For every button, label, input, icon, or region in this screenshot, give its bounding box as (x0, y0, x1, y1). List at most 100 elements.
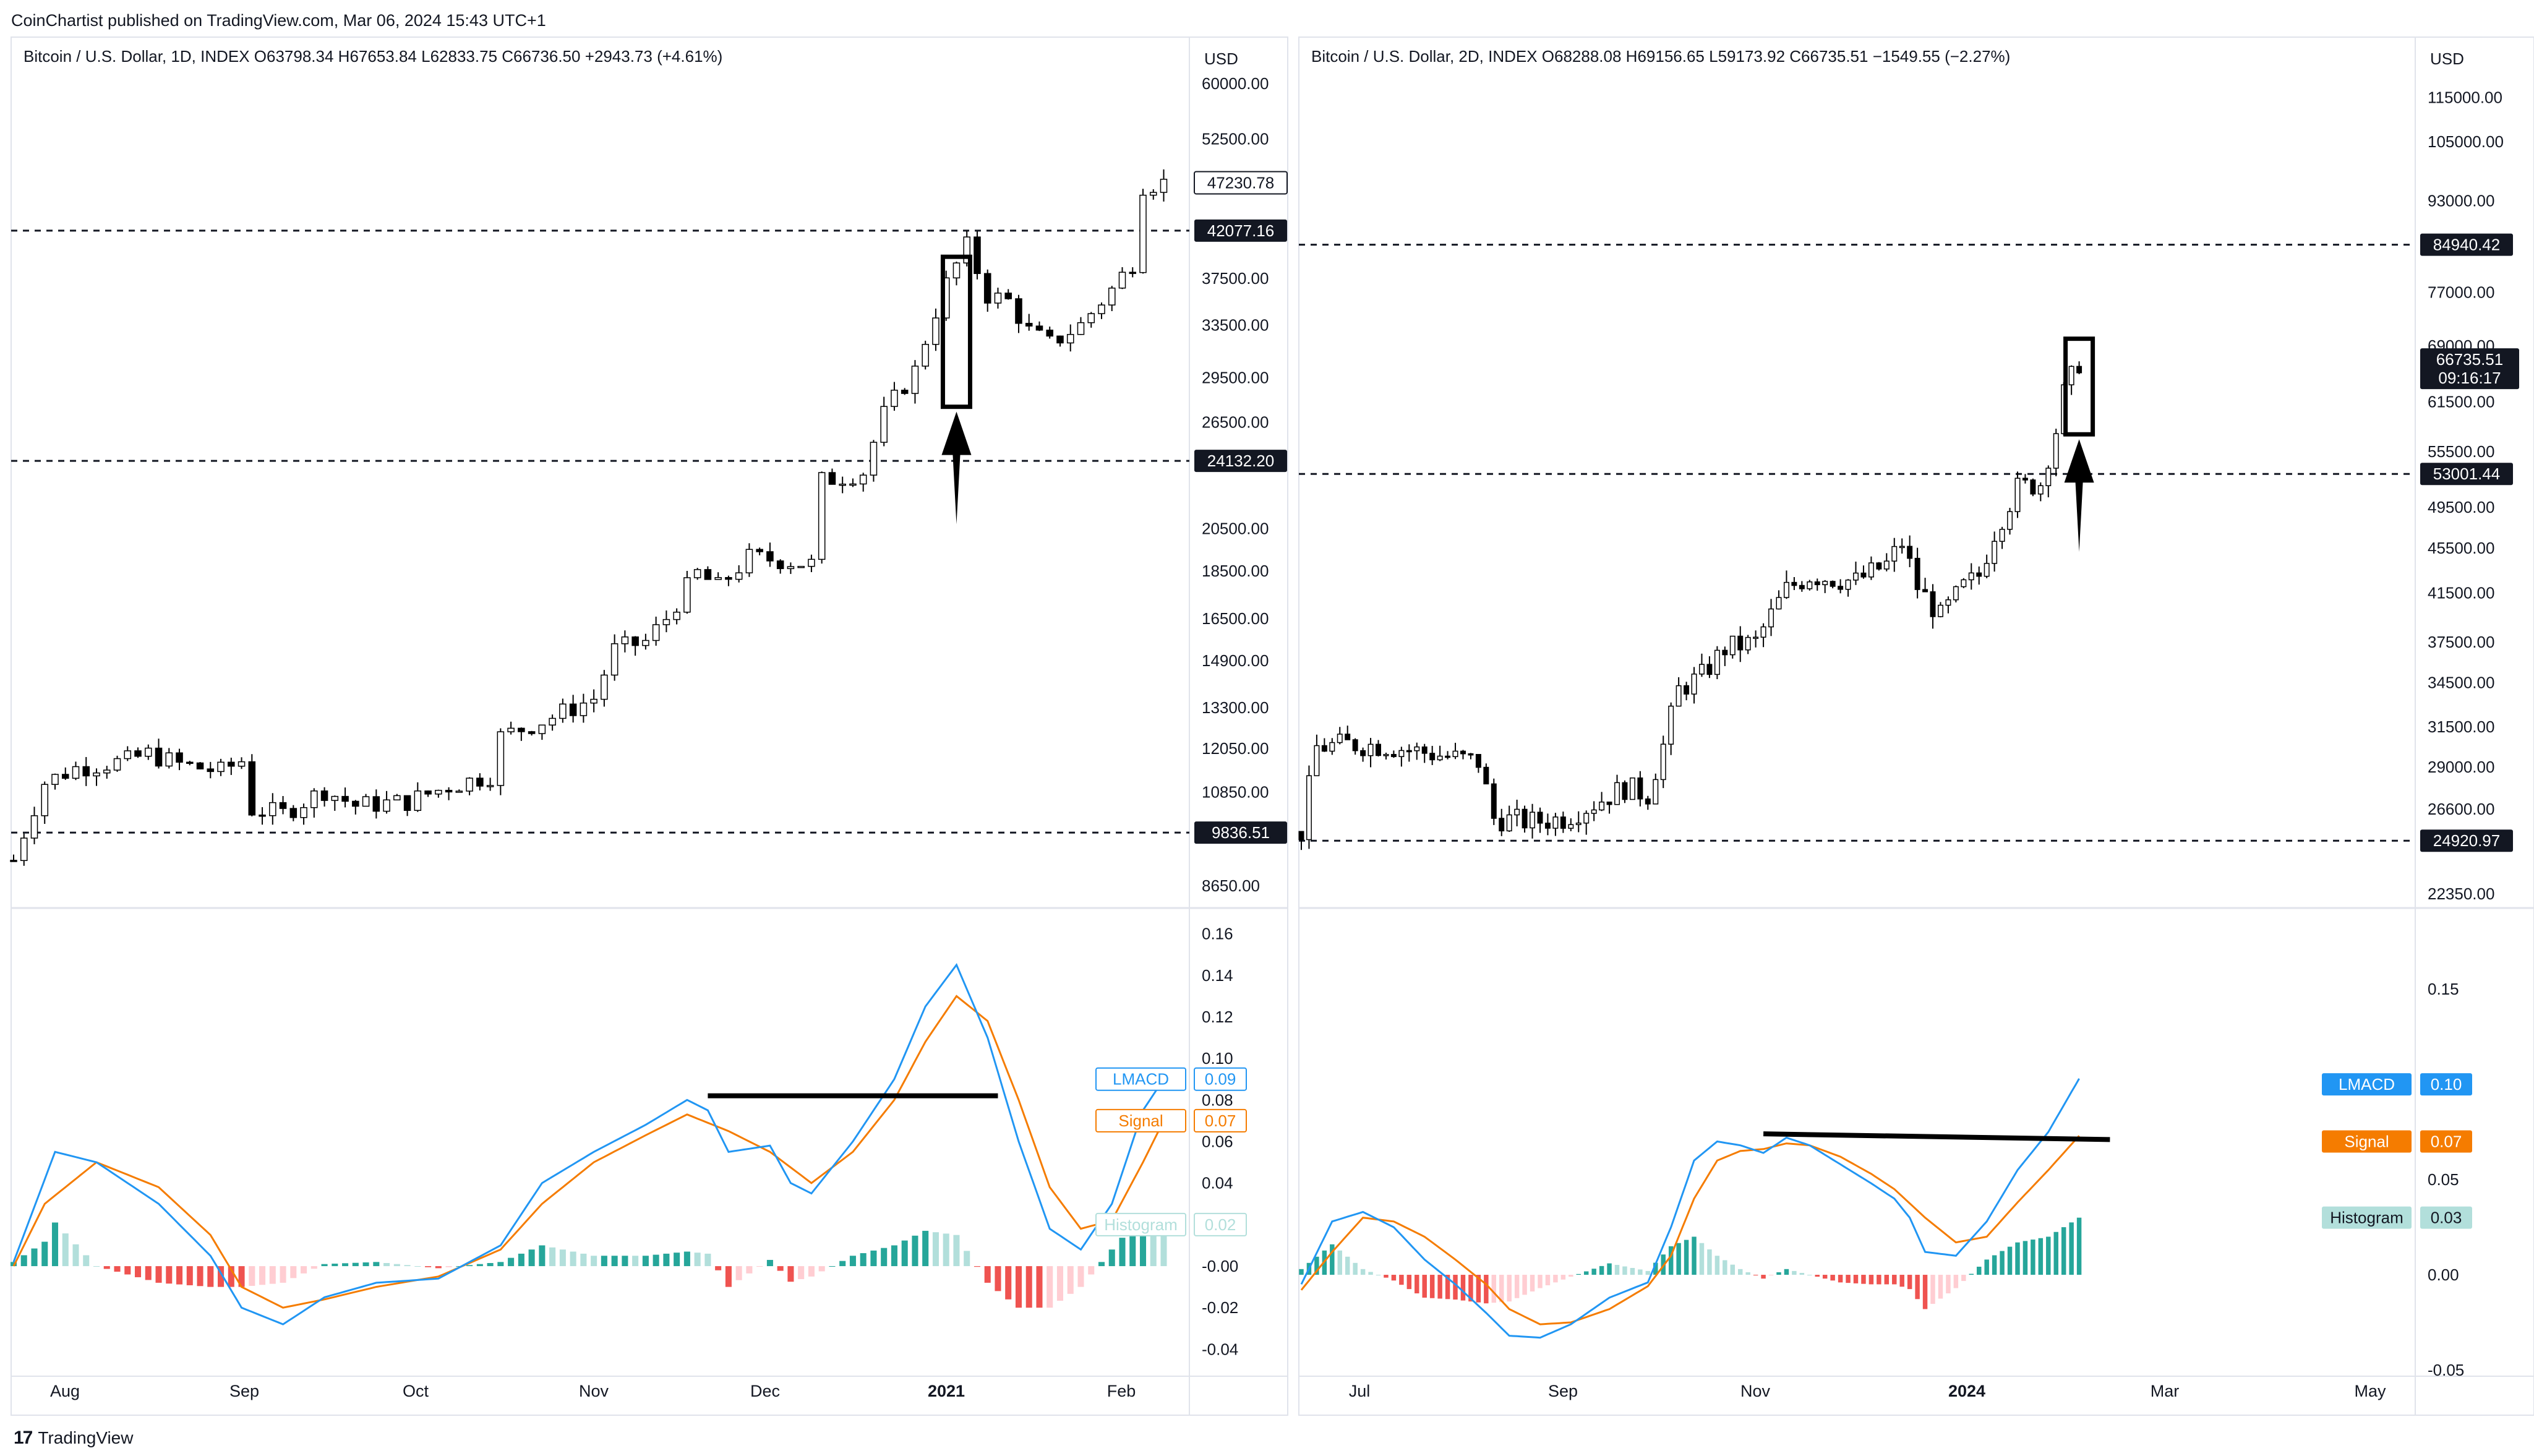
histogram-bar (1445, 1275, 1450, 1300)
indicator-name-box (1095, 1067, 1186, 1091)
candle-body (72, 766, 80, 779)
tradingview-logo[interactable]: 17 TradingView (14, 1428, 133, 1449)
histogram-bar (124, 1266, 131, 1275)
candle-body (1714, 649, 1720, 675)
time-axis-label: Sep (229, 1382, 259, 1400)
histogram-bar (1560, 1275, 1566, 1280)
candle-body (165, 752, 173, 767)
candle-body (497, 731, 505, 786)
histogram-bar (1630, 1267, 1635, 1275)
candle-body (891, 390, 898, 407)
histogram-bar (1784, 1269, 1789, 1275)
candle-body (1066, 333, 1074, 344)
candle-body (2053, 433, 2059, 469)
indicator-tick-label: 0.08 (1202, 1090, 1233, 1109)
candle-body (642, 640, 649, 646)
histogram-bar (476, 1264, 483, 1267)
price-tick-label: 55500.00 (2428, 442, 2494, 461)
indicator-value: 0.03 (2431, 1209, 2462, 1227)
histogram-bar (591, 1256, 597, 1267)
histogram-bar (1599, 1265, 1604, 1275)
candle-body (1329, 742, 1335, 752)
histogram-bar (2015, 1242, 2020, 1275)
candle-body (82, 766, 90, 777)
histogram-bar (881, 1248, 888, 1267)
indicator-tick-label: -0.05 (2428, 1361, 2464, 1379)
histogram-bar (1745, 1272, 1750, 1275)
candle-body (1706, 664, 1713, 675)
candle-body (445, 790, 453, 793)
candle-body (1637, 777, 1643, 800)
indicator-name-box (2322, 1206, 2412, 1229)
currency-label: USD (1204, 49, 1238, 68)
histogram-bar (332, 1264, 338, 1267)
candle-body (507, 727, 515, 732)
histogram-bar (1429, 1275, 1435, 1298)
histogram-bar (280, 1266, 286, 1283)
histogram-bar (984, 1266, 991, 1283)
histogram-bar (1984, 1259, 1989, 1275)
candle-body (994, 293, 1002, 304)
histogram-bar (2022, 1241, 2028, 1275)
histogram-bar (1830, 1275, 1835, 1281)
signal-line (1300, 1135, 2080, 1325)
histogram-bar (414, 1266, 421, 1267)
indicator-tick-label: 0.00 (2428, 1265, 2459, 1284)
candle-body (631, 636, 639, 646)
time-axis-label: Dec (750, 1382, 780, 1400)
time-axis-label: Mar (2151, 1382, 2180, 1400)
signal-line (12, 995, 1165, 1309)
histogram-bar (777, 1266, 784, 1271)
candle-body (1025, 323, 1033, 327)
candle-body (466, 777, 473, 792)
indicator-value-box (2420, 1206, 2472, 1229)
price-tick-label: 115000.00 (2428, 88, 2502, 107)
candle-body (859, 474, 867, 485)
histogram-bar (166, 1266, 173, 1284)
histogram-bar (1514, 1275, 1520, 1298)
histogram-bar (1314, 1256, 1319, 1275)
histogram-bar (145, 1266, 152, 1280)
indicator-tick-label: 0.16 (1202, 925, 1233, 943)
candle-body (1445, 755, 1451, 758)
histogram-bar (259, 1266, 266, 1285)
lmacd-line (1300, 1078, 2080, 1339)
histogram-bar (1415, 1275, 1419, 1294)
price-tick-label: 13300.00 (1202, 698, 1269, 717)
histogram-bar (72, 1244, 79, 1267)
histogram-bar (2038, 1238, 2044, 1275)
candle-body (1691, 674, 1697, 695)
histogram-bar (31, 1248, 38, 1267)
price-tick-label: 33500.00 (1202, 316, 1269, 335)
candle-body (1139, 194, 1147, 273)
candle-body (1984, 563, 1990, 577)
histogram-bar (301, 1266, 307, 1274)
candle-body (1583, 813, 1590, 824)
candle-body (259, 814, 266, 817)
panel-frame (1298, 36, 2534, 1416)
candle-body (1853, 572, 1859, 581)
candle-body (124, 750, 132, 760)
histogram-bar (393, 1264, 400, 1267)
candle-body (1468, 753, 1474, 756)
candle-body (1838, 586, 1844, 590)
candle-body (207, 768, 215, 773)
indicator-name: Histogram (2330, 1209, 2403, 1227)
level-label: 42077.16 (1207, 221, 1274, 240)
indicator-tick-label: 0.05 (2428, 1170, 2459, 1189)
candle-body (145, 747, 152, 757)
level-label-box (2420, 829, 2513, 852)
histogram-bar (51, 1222, 59, 1267)
histogram-bar (186, 1266, 193, 1285)
histogram-bar (1838, 1275, 1843, 1283)
candle-body (974, 236, 981, 274)
histogram-bar (1088, 1266, 1095, 1275)
candle-body (1530, 812, 1536, 829)
last-price-label: 47230.78 (1207, 173, 1274, 192)
candle-body (621, 636, 629, 644)
indicator-name: LMACD (2339, 1075, 2395, 1094)
histogram-bar (1946, 1275, 1951, 1294)
candle-body (714, 577, 722, 580)
histogram-bar (1799, 1272, 1805, 1275)
